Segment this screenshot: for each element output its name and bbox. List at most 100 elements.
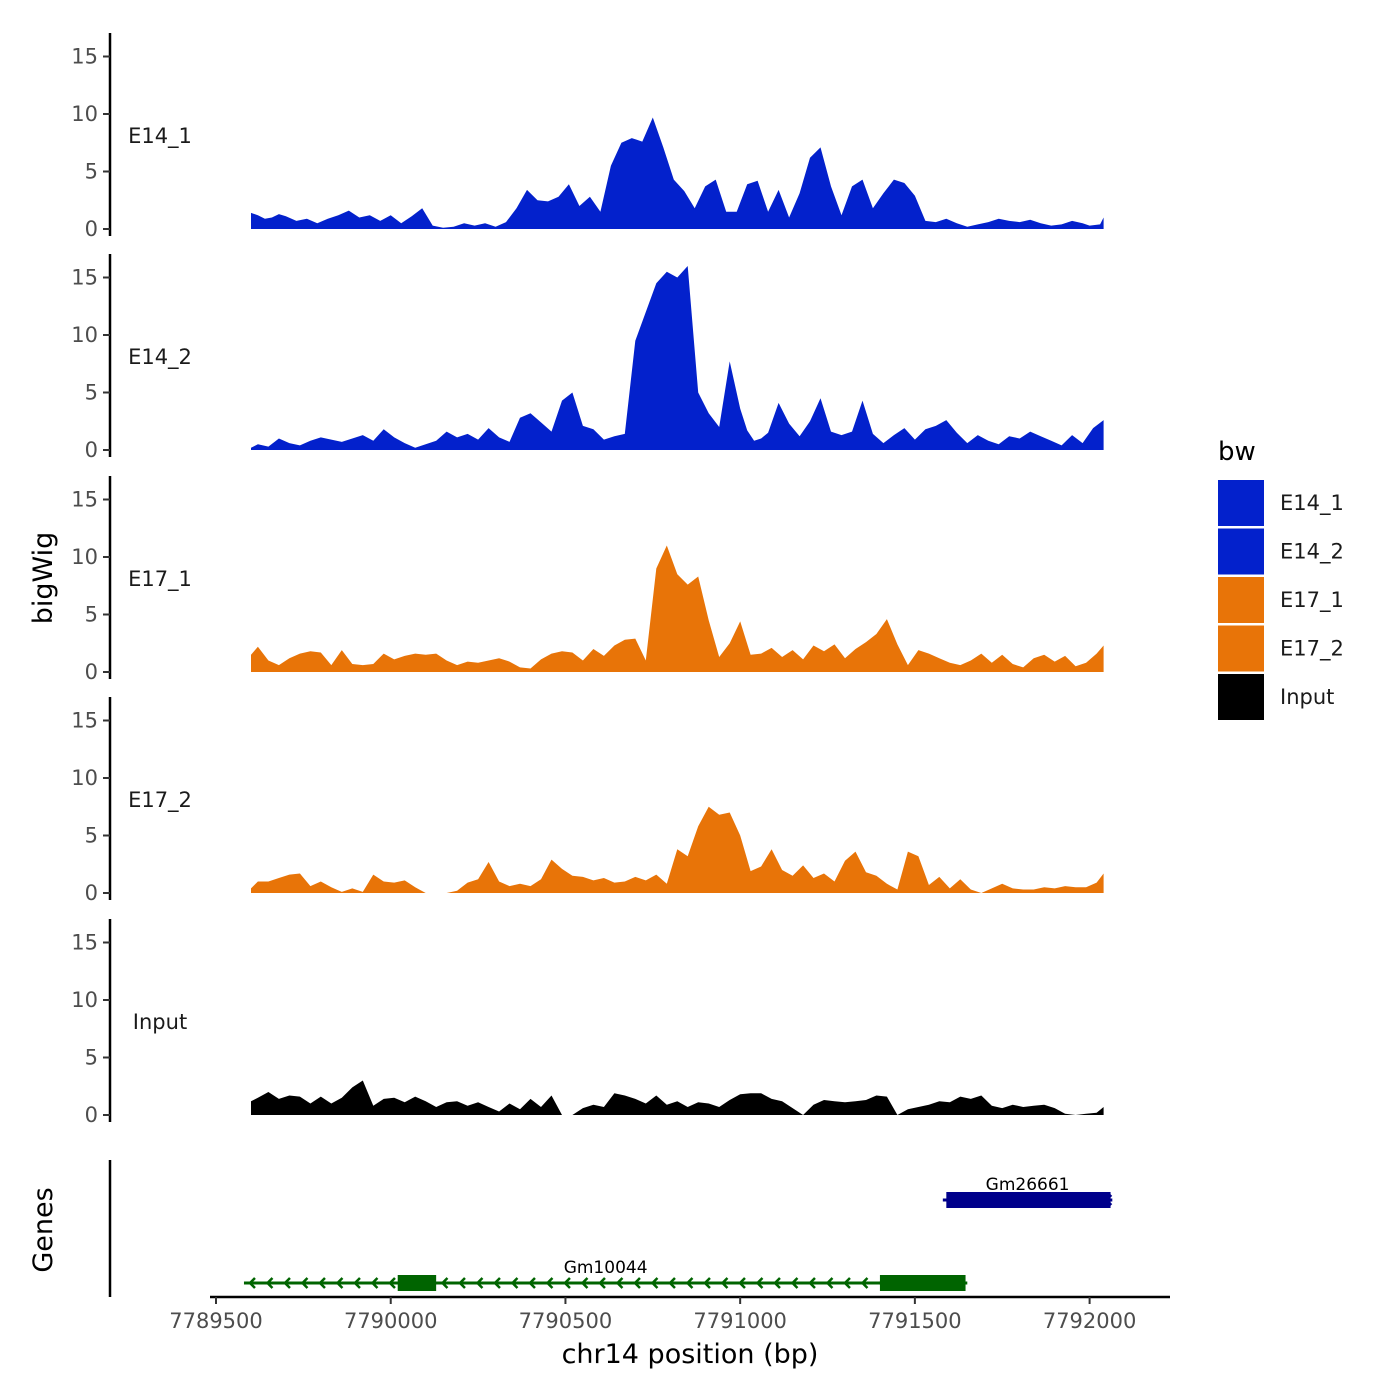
strand-arrow-icon: [773, 1277, 781, 1289]
track-panel-Input: 0 5 10 15 Input: [71, 919, 1104, 1127]
track-panel-E17_1: 0 5 10 15 E17_1: [71, 476, 1104, 684]
y-tick-label: 10: [71, 988, 98, 1012]
strand-arrow-icon: [283, 1277, 291, 1289]
legend-item-E14_1: E14_1: [1218, 480, 1344, 526]
legend-label: E14_1: [1280, 491, 1344, 516]
track-panel-E14_1: 0 5 10 15 E14_1: [71, 33, 1104, 241]
y-tick-label: 15: [71, 488, 98, 512]
y-tick-label: 10: [71, 323, 98, 347]
y-tick-label: 0: [85, 881, 98, 905]
x-tick-label: 7789500: [169, 1309, 263, 1333]
strand-arrow-icon: [685, 1277, 694, 1289]
y-tick-label: 0: [85, 217, 98, 241]
strand-arrow-icon: [790, 1277, 799, 1289]
strand-arrow-icon: [843, 1277, 851, 1289]
legend-item-E17_1: E17_1: [1218, 577, 1344, 623]
y-tick-label: 5: [85, 1046, 98, 1070]
strand-arrow-icon: [825, 1277, 834, 1289]
y-tick-label: 10: [71, 102, 98, 126]
track-label-E17_2: E17_2: [128, 788, 192, 813]
y-tick-label: 15: [71, 931, 98, 955]
strand-arrow-icon: [598, 1277, 606, 1289]
legend-swatch: [1218, 577, 1264, 623]
y-tick-label: 5: [85, 824, 98, 848]
x-axis-title: chr14 position (bp): [562, 1339, 819, 1370]
strand-arrow-icon: [615, 1277, 624, 1289]
legend-swatch: [1218, 674, 1264, 720]
strand-arrow-icon: [528, 1277, 536, 1289]
strand-arrow-icon: [545, 1277, 554, 1289]
genes-panel: Gm26661 Gm10044: [108, 1160, 1113, 1297]
strand-arrow-icon: [633, 1277, 641, 1289]
strand-arrow-icon: [808, 1277, 816, 1289]
gene-exon: [946, 1192, 1111, 1208]
coverage-area-E14_1: [251, 117, 1104, 229]
strand-arrow-icon: [860, 1277, 869, 1289]
legend-label: E17_2: [1280, 637, 1344, 662]
legend-item-E17_2: E17_2: [1218, 625, 1344, 672]
track-label-Input: Input: [133, 1010, 187, 1034]
strand-arrow-icon: [755, 1277, 764, 1289]
strand-arrow-icon: [370, 1277, 379, 1289]
y-tick-label: 0: [85, 438, 98, 462]
track-label-E14_1: E14_1: [128, 124, 192, 149]
track-label-E14_2: E14_2: [128, 345, 192, 370]
strand-arrow-icon: [300, 1277, 309, 1289]
coverage-area-E17_1: [251, 545, 1104, 672]
strand-arrow-icon: [440, 1277, 449, 1289]
tracks-layer: 0 5 10 15 E14_1 0 5 10 15 E14_2 0 5 10 15 E17_1 0 5 10 15 E…: [71, 33, 1104, 1127]
legend-label: Input: [1280, 685, 1334, 709]
strand-arrow-icon: [510, 1277, 519, 1289]
y-tick-label: 0: [85, 1103, 98, 1127]
y-tick-label: 10: [71, 545, 98, 569]
track-panel-E14_2: 0 5 10 15 E14_2: [71, 254, 1104, 462]
y-tick-label: 5: [85, 160, 98, 184]
gene-Gm26661: Gm26661: [942, 1175, 1113, 1208]
legend-item-E14_2: E14_2: [1218, 528, 1344, 575]
y-tick-label: 15: [71, 709, 98, 733]
y-tick-label: 0: [85, 660, 98, 684]
y-tick-label: 5: [85, 381, 98, 405]
legend-label: E14_2: [1280, 540, 1344, 565]
y-tick-label: 10: [71, 766, 98, 790]
strand-arrow-icon: [265, 1277, 274, 1289]
y-tick-label: 15: [71, 266, 98, 290]
strand-arrow-icon: [493, 1277, 501, 1289]
x-tick-label: 7791500: [868, 1309, 962, 1333]
legend-label: E17_1: [1280, 588, 1344, 613]
gene-exon: [879, 1275, 966, 1291]
strand-arrow-icon: [458, 1277, 466, 1289]
genes-axis-title: Genes: [28, 1187, 59, 1272]
gene-Gm10044: Gm10044: [243, 1258, 968, 1291]
strand-arrow-icon: [720, 1277, 729, 1289]
strand-arrow-icon: [703, 1277, 711, 1289]
strand-arrow-icon: [563, 1277, 571, 1289]
strand-arrow-icon: [475, 1277, 484, 1289]
strand-arrow-icon: [248, 1277, 256, 1289]
track-label-E17_1: E17_1: [128, 567, 192, 592]
x-tick-label: 7790500: [519, 1309, 613, 1333]
strand-arrow-icon: [738, 1277, 746, 1289]
y-tick-label: 15: [71, 45, 98, 69]
coverage-area-E17_2: [251, 806, 1104, 893]
strand-arrow-icon: [335, 1277, 344, 1289]
x-tick-label: 7790000: [344, 1309, 438, 1333]
strand-arrow-icon: [650, 1277, 659, 1289]
x-tick-label: 7792000: [1043, 1309, 1137, 1333]
legend-swatch: [1218, 528, 1264, 575]
strand-arrow-icon: [668, 1277, 676, 1289]
gene-label: Gm26661: [986, 1175, 1070, 1195]
gene-label: Gm10044: [564, 1258, 648, 1278]
coverage-area-E14_2: [251, 266, 1104, 450]
x-axis: 7789500 7790000 7790500 7791000 7791500 77920…: [169, 1295, 1170, 1333]
coverage-area-Input: [251, 1080, 1104, 1115]
legend-title: bw: [1218, 437, 1256, 467]
y-axis-title: bigWig: [28, 532, 59, 625]
y-tick-label: 5: [85, 603, 98, 627]
legend-swatch: [1218, 625, 1264, 672]
legend: bw E14_1 E14_2 E17_1 E17_2 Input: [1218, 437, 1344, 720]
track-panel-E17_2: 0 5 10 15 E17_2: [71, 697, 1104, 905]
strand-arrow-icon: [353, 1277, 361, 1289]
legend-swatch: [1218, 480, 1264, 526]
